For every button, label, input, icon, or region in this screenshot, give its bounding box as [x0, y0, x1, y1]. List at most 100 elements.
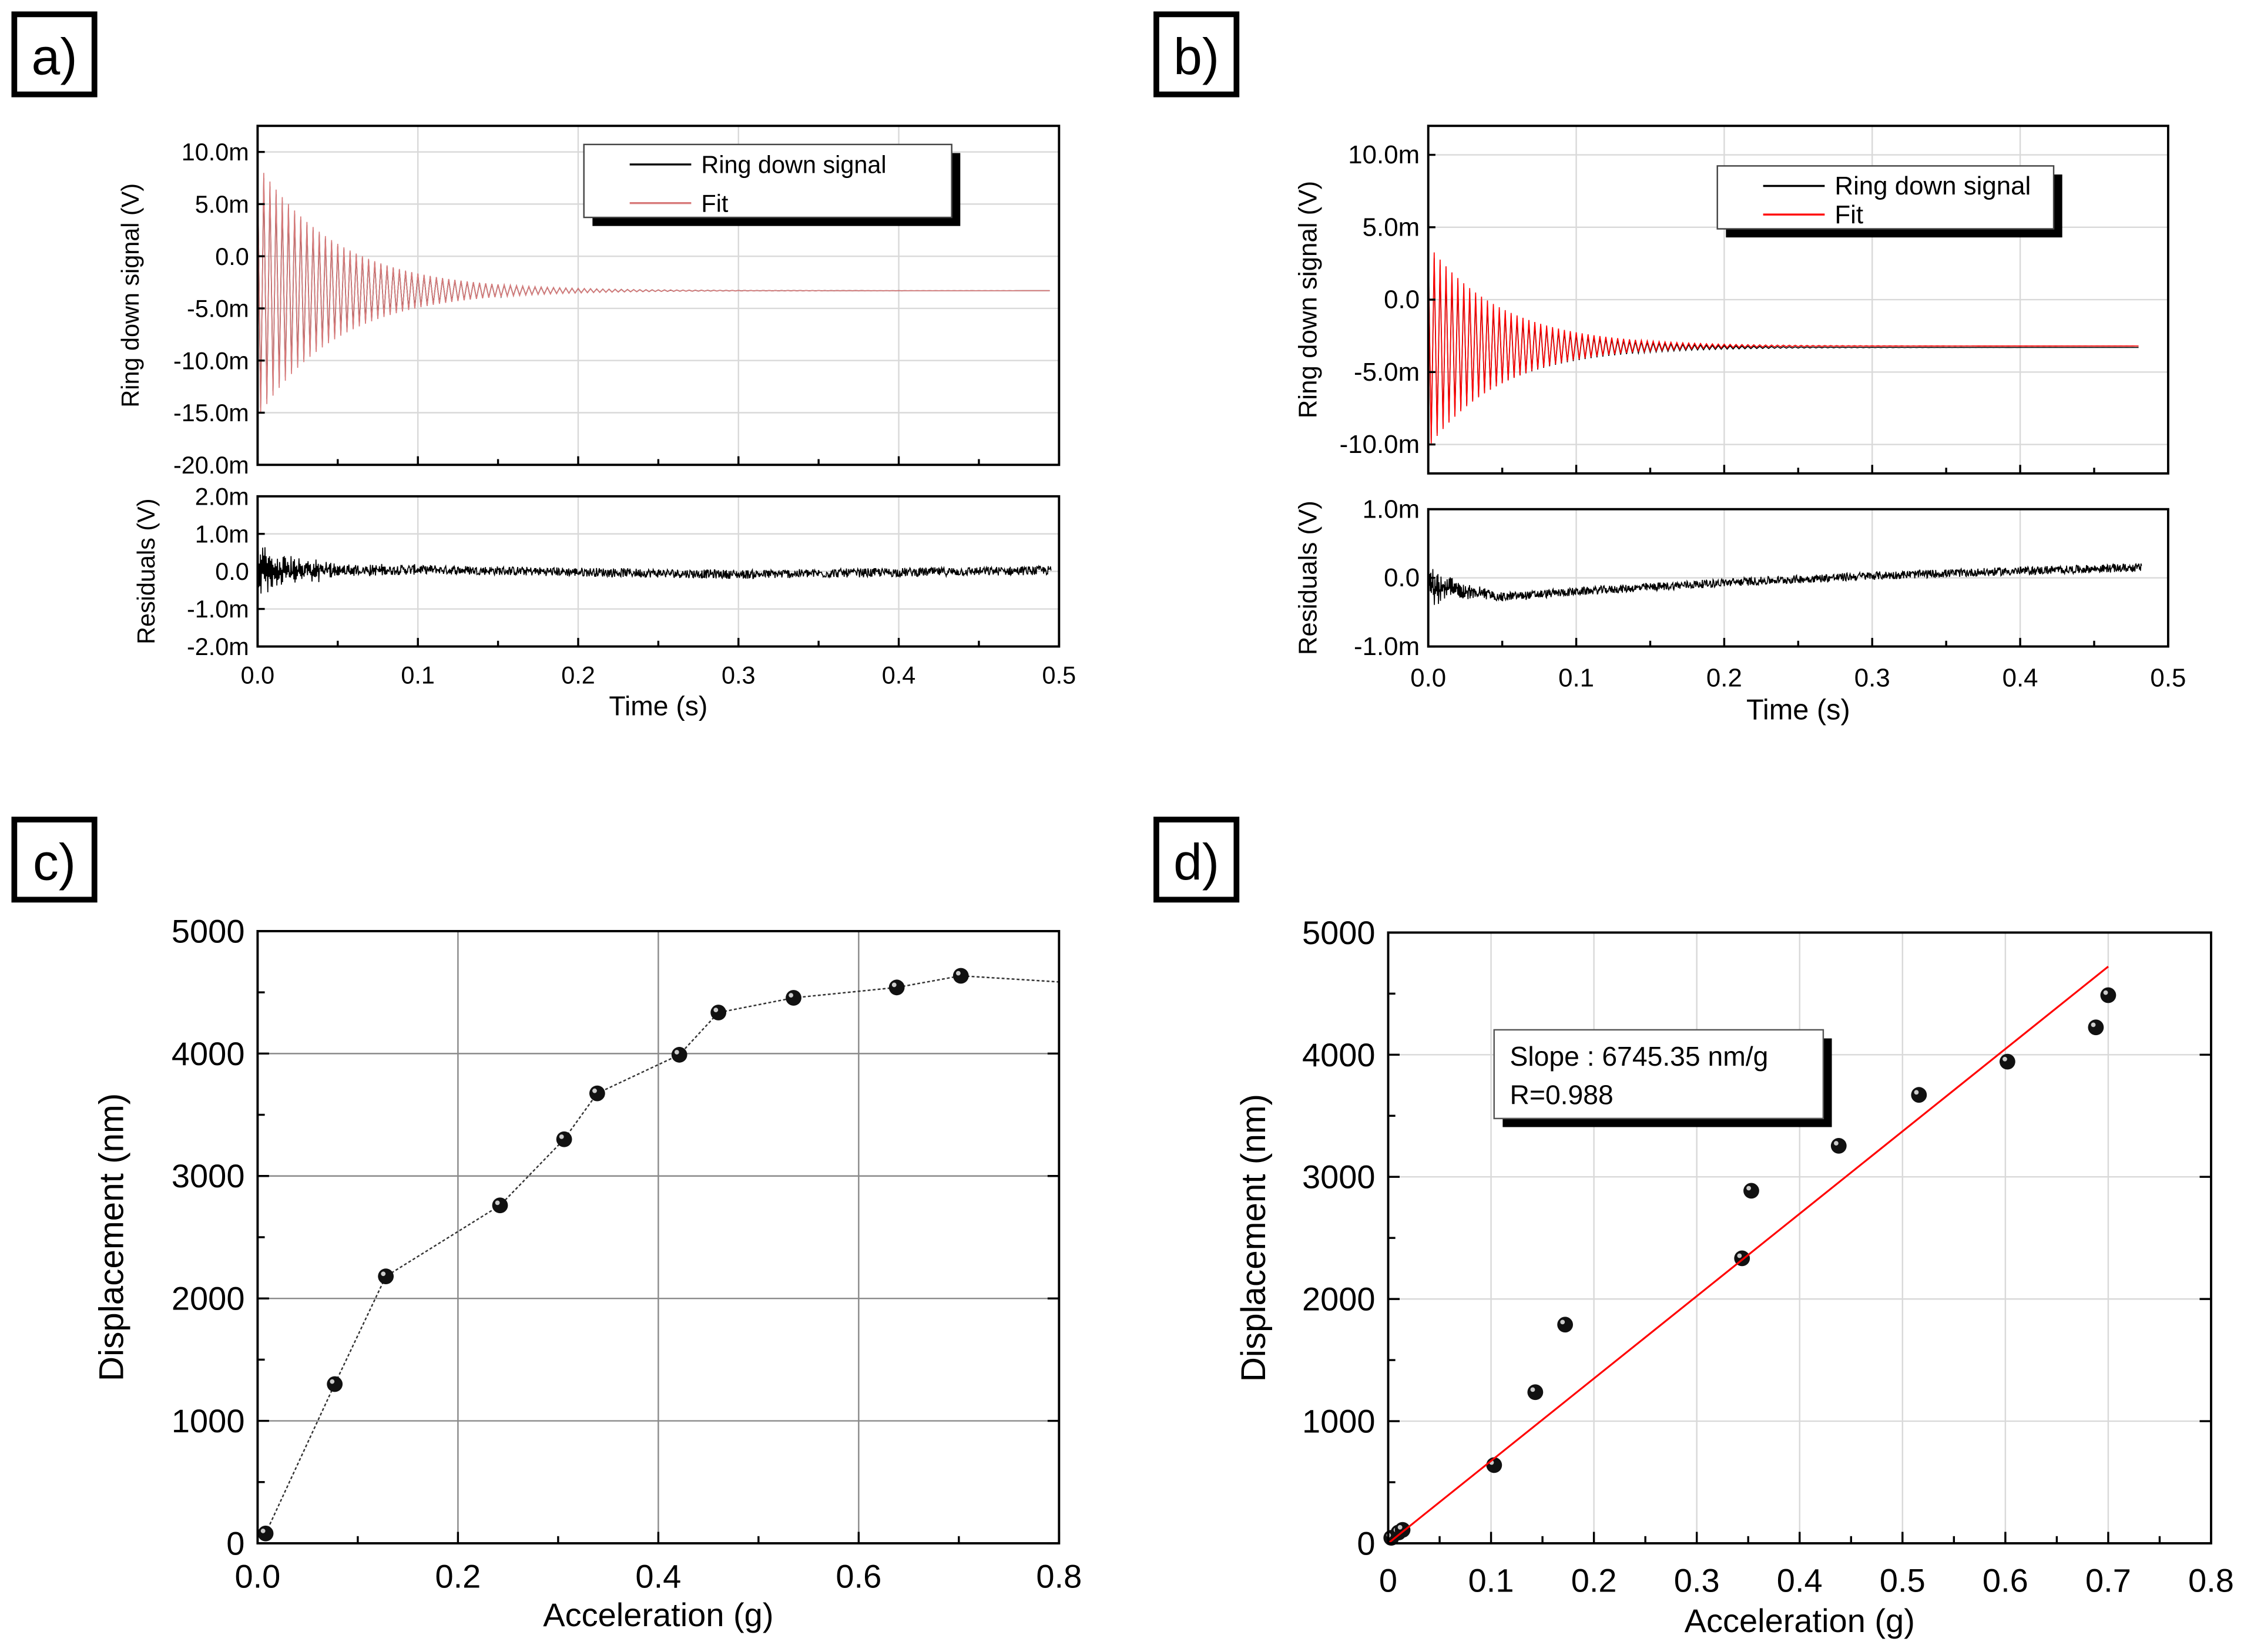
data-point-marker — [589, 1085, 605, 1102]
x-axis-title: Time (s) — [1746, 694, 1850, 726]
data-point — [1527, 1384, 1544, 1401]
x-tick-label: 0.4 — [882, 662, 916, 689]
data-point-marker — [2100, 987, 2116, 1003]
data-point-marker — [710, 1005, 727, 1020]
data-point-marker — [671, 1047, 687, 1063]
data-point — [378, 1268, 394, 1285]
x-tick-label: 0.0 — [234, 1557, 280, 1594]
data-point-highlight — [1560, 1319, 1565, 1325]
chart-d: 0 0.1 0.2 0.3 0.4 0.5 0.6 0.7 0.8 0 1000 2000 3000 40… — [1235, 914, 2234, 1639]
y-axis-title: Residuals (V) — [133, 498, 160, 644]
x-tick-label: 0.1 — [401, 662, 435, 689]
data-point-highlight — [559, 1134, 564, 1139]
legend-entry: Ring down signal — [701, 152, 886, 179]
x-tick-label: 0.4 — [635, 1557, 681, 1594]
panel-label-text: c) — [33, 833, 76, 891]
panel-label-box — [1153, 11, 1240, 98]
data-point — [327, 1376, 343, 1392]
panel-label-box — [11, 817, 98, 903]
data-point-highlight — [891, 982, 897, 988]
data-point — [492, 1197, 508, 1214]
data-point — [1557, 1317, 1574, 1333]
data-point-highlight — [2103, 990, 2108, 995]
data-point-highlight — [789, 993, 794, 998]
panel-label-b: b) — [1153, 11, 1240, 98]
panel-label-c: c) — [11, 817, 98, 903]
x-tick-label: 0.6 — [1983, 1562, 2028, 1599]
x-tick-label: 0.4 — [1777, 1562, 1823, 1599]
x-axis-title: Time (s) — [609, 690, 707, 721]
y-tick-label: -5.0m — [1354, 358, 1420, 387]
x-tick-label: 0.3 — [722, 662, 756, 689]
data-point-highlight — [1746, 1186, 1751, 1191]
data-point — [2100, 987, 2116, 1003]
y-axis-title: Ring down signal (V) — [117, 183, 144, 408]
y-tick-label: 5.0m — [1363, 213, 1420, 241]
y-tick-label: 1000 — [1302, 1403, 1376, 1440]
legend-box — [583, 143, 952, 219]
y-tick-label: -1.0m — [1354, 632, 1420, 661]
residuals-subplot: 1.0m 0.0 -1.0m Residuals (V) 0.0 0.1 0.2 0.3 0.4… — [1294, 495, 2186, 726]
data-point-highlight — [1530, 1387, 1535, 1392]
data-point-highlight — [1397, 1525, 1403, 1530]
y-tick-label: 5.0m — [195, 191, 249, 218]
x-tick-label: 0.2 — [561, 662, 595, 689]
y-tick-label: -2.0m — [187, 633, 249, 660]
y-axis-title: Displacement (nm) — [1235, 1094, 1273, 1382]
y-tick-label: 0.0 — [215, 243, 249, 270]
y-tick-label: -20.0m — [173, 452, 249, 479]
y-tick-label: 5000 — [172, 912, 245, 949]
data-point-highlight — [495, 1200, 500, 1206]
connecting-line — [264, 975, 1059, 1534]
data-point — [952, 968, 969, 984]
series-residuals — [1427, 562, 2142, 605]
x-tick-label: 0.7 — [2085, 1562, 2131, 1599]
y-tick-label: 0.0 — [1384, 286, 1420, 314]
data-point-marker — [492, 1197, 508, 1214]
chart-a: 10.0m 5.0m 0.0 -5.0m -10.0m -15.0m -20.0m Ring … — [117, 125, 1076, 721]
panel-label-text: b) — [1173, 28, 1219, 86]
data-point-marker — [257, 1525, 274, 1542]
legend-box — [1716, 165, 2055, 230]
x-tick-label: 0.8 — [1036, 1557, 1082, 1594]
r-value-text: R=0.988 — [1510, 1080, 1614, 1110]
y-axis-title: Residuals (V) — [1294, 501, 1323, 655]
y-tick-label: 10.0m — [1348, 140, 1420, 169]
data-point-highlight — [674, 1050, 679, 1055]
y-tick-label: 5000 — [1302, 914, 1376, 951]
y-tick-label: -1.0m — [187, 596, 249, 623]
x-tick-label: 0.2 — [435, 1557, 481, 1594]
data-point-highlight — [1737, 1253, 1742, 1258]
data-point-marker — [1557, 1317, 1574, 1333]
y-tick-label: 0.0 — [215, 558, 249, 585]
data-point — [1999, 1053, 2015, 1070]
x-tick-label: 0.5 — [1042, 662, 1076, 689]
data-point-marker — [1527, 1384, 1544, 1401]
x-tick-label: 0.2 — [1571, 1562, 1617, 1599]
panel-label-box — [11, 11, 98, 98]
data-point-marker — [327, 1376, 343, 1392]
legend-entry: Fit — [1834, 200, 1863, 229]
series-fit — [257, 163, 1050, 414]
residuals-subplot: 2.0m 1.0m 0.0 -1.0m -2.0m Residuals (V) 0.0 0.1… — [133, 483, 1076, 721]
x-tick-label: 0.0 — [241, 662, 275, 689]
y-tick-label: 4000 — [1302, 1036, 1376, 1073]
y-tick-label: 2000 — [172, 1280, 245, 1317]
data-point-highlight — [381, 1271, 386, 1277]
data-point — [2088, 1019, 2104, 1036]
y-tick-label: -5.0m — [187, 296, 249, 323]
y-tick-label: -10.0m — [1340, 430, 1420, 459]
data-point-marker — [556, 1131, 572, 1147]
legend-entry: Ring down signal — [1834, 172, 2031, 200]
x-tick-label: 0.3 — [1854, 664, 1890, 693]
data-point-highlight — [1914, 1090, 1919, 1095]
data-point-highlight — [592, 1088, 597, 1093]
x-tick-label: 0.5 — [2150, 664, 2186, 693]
x-tick-label: 0 — [1379, 1562, 1397, 1599]
y-tick-label: 3000 — [172, 1157, 245, 1194]
y-tick-label: 2.0m — [195, 483, 249, 510]
panel-label-a: a) — [11, 11, 98, 98]
x-tick-label: 0.4 — [2003, 664, 2038, 693]
